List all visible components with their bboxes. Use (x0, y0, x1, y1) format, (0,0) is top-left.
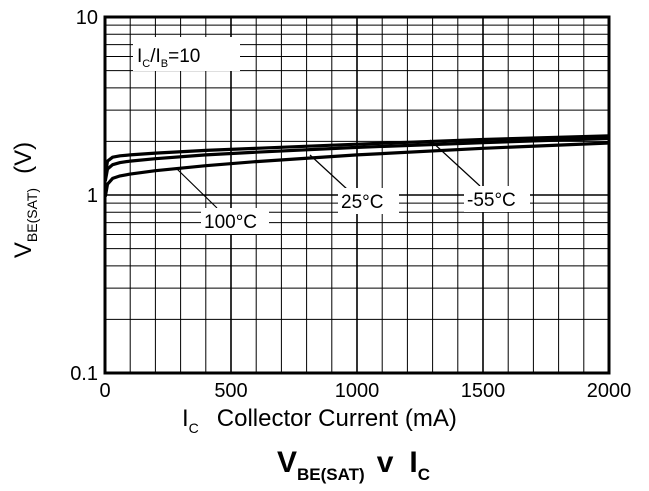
y-axis-title: VBE(SAT)(V) (10, 142, 40, 258)
x-tick-label: 500 (214, 380, 247, 402)
curve-group (103, 134, 610, 197)
curve-neg55c (103, 134, 610, 175)
svg-text:IC/IB=10: IC/IB=10 (137, 46, 200, 70)
x-tick-labels: 0 500 1000 1500 2000 (99, 380, 631, 402)
label-25c: 25°C (341, 192, 383, 213)
curve-labels: 100°C 25°C -55°C (176, 139, 530, 234)
label-neg55c: -55°C (467, 190, 516, 211)
y-tick-labels: 0.1 1 10 (70, 7, 98, 385)
condition-annotation: IC/IB=10 (133, 37, 240, 71)
curve-25c (103, 136, 610, 182)
x-tick-label: 0 (99, 380, 110, 402)
curve-100c (103, 141, 610, 197)
x-tick-label: 1000 (335, 380, 380, 402)
label-100c: 100°C (204, 212, 257, 233)
chart-caption: VBE(SAT) v IC (277, 446, 430, 484)
x-axis-title: IC Collector Current (mA) (182, 405, 457, 436)
x-tick-label: 1500 (461, 380, 506, 402)
y-tick-label: 1 (87, 185, 98, 207)
y-tick-label: 10 (76, 7, 98, 29)
leader-line-100c (176, 168, 218, 209)
leader-line-neg55c (429, 139, 481, 187)
x-tick-label: 2000 (587, 380, 632, 402)
y-tick-label: 0.1 (70, 363, 98, 385)
leader-line-25c (309, 154, 349, 191)
